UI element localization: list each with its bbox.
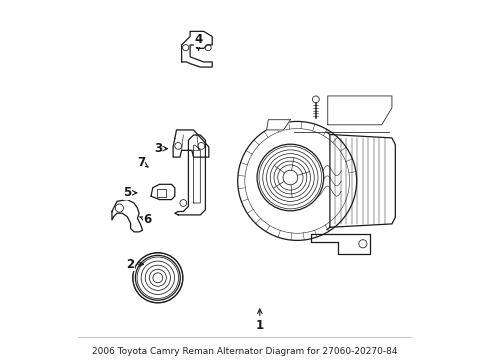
Circle shape bbox=[132, 253, 183, 303]
Text: 2006 Toyota Camry Reman Alternator Diagram for 27060-20270-84: 2006 Toyota Camry Reman Alternator Diagr… bbox=[92, 347, 396, 356]
Polygon shape bbox=[112, 199, 142, 232]
Text: 5: 5 bbox=[123, 186, 137, 199]
Circle shape bbox=[283, 170, 297, 185]
Polygon shape bbox=[175, 135, 205, 215]
Polygon shape bbox=[151, 184, 175, 199]
Text: 1: 1 bbox=[255, 309, 264, 332]
Text: 3: 3 bbox=[153, 142, 167, 155]
Circle shape bbox=[257, 144, 323, 211]
Polygon shape bbox=[173, 130, 208, 157]
Text: 4: 4 bbox=[194, 33, 203, 50]
Polygon shape bbox=[327, 96, 391, 125]
Text: 2: 2 bbox=[126, 258, 143, 271]
Circle shape bbox=[312, 96, 319, 103]
Text: 7: 7 bbox=[137, 156, 148, 169]
Text: 6: 6 bbox=[140, 213, 151, 226]
Polygon shape bbox=[310, 234, 369, 254]
Bar bbox=[157, 189, 165, 197]
Circle shape bbox=[153, 273, 163, 283]
Polygon shape bbox=[329, 135, 394, 227]
Polygon shape bbox=[181, 31, 212, 67]
Polygon shape bbox=[266, 120, 290, 130]
